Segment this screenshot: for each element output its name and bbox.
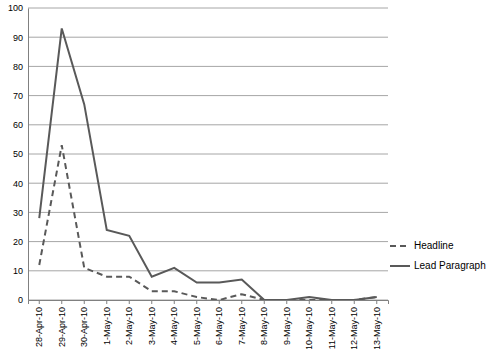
- legend-label: Headline: [414, 240, 454, 251]
- x-tick-mark: [354, 300, 355, 304]
- y-tick-label: 0: [18, 295, 23, 305]
- x-tick-mark: [219, 300, 220, 304]
- grid-line: [28, 124, 388, 125]
- legend-swatch: [390, 245, 410, 247]
- x-axis: 28-Apr-10 29-Apr-10 30-Apr-10 1-May-10 2-May…: [29, 300, 389, 349]
- x-tick-mark: [331, 300, 332, 304]
- x-tick: 4-May-10: [169, 300, 179, 345]
- x-tick: 7-May-10: [237, 300, 247, 345]
- x-tick-label: 5-May-10: [192, 307, 202, 345]
- x-tick-mark: [286, 300, 287, 304]
- x-tick-label: 7-May-10: [237, 307, 247, 345]
- x-tick-label: 1-May-10: [102, 307, 112, 345]
- y-tick-label: 70: [13, 91, 23, 101]
- y-tick: 40: [13, 179, 28, 189]
- x-tick-mark: [151, 300, 152, 304]
- legend: Headline Lead Paragraph: [390, 240, 486, 271]
- x-tick: 5-May-10: [192, 300, 202, 345]
- x-tick-label: 29-Apr-10: [57, 307, 67, 347]
- x-tick: 13-May-10: [372, 300, 382, 349]
- x-tick-mark: [84, 300, 85, 304]
- grid-line: [28, 66, 388, 67]
- x-tick: 30-Apr-10: [79, 300, 89, 347]
- x-tick: 11-May-10: [327, 300, 337, 349]
- x-tick-label: 9-May-10: [282, 307, 292, 345]
- x-tick-label: 6-May-10: [214, 307, 224, 345]
- x-tick-label: 30-Apr-10: [79, 307, 89, 347]
- y-tick-label: 100: [8, 3, 23, 13]
- x-tick: 9-May-10: [282, 300, 292, 345]
- series-line: [39, 145, 377, 300]
- x-tick-mark: [376, 300, 377, 304]
- y-tick: 70: [13, 91, 28, 101]
- x-tick: 3-May-10: [147, 300, 157, 345]
- y-tick: 10: [13, 266, 28, 276]
- x-tick-mark: [174, 300, 175, 304]
- x-tick: 2-May-10: [124, 300, 134, 345]
- x-tick: 28-Apr-10: [34, 300, 44, 347]
- y-tick-label: 10: [13, 266, 23, 276]
- x-tick-label: 12-May-10: [349, 307, 359, 349]
- y-tick-label: 60: [13, 120, 23, 130]
- grid-line: [28, 183, 388, 184]
- y-axis-line: [28, 9, 29, 301]
- x-tick-mark: [106, 300, 107, 304]
- legend-label: Lead Paragraph: [414, 260, 486, 271]
- x-tick: 6-May-10: [214, 300, 224, 345]
- x-tick-label: 3-May-10: [147, 307, 157, 345]
- grid-line: [28, 212, 388, 213]
- grid-line: [28, 270, 388, 271]
- x-tick-mark: [61, 300, 62, 304]
- x-tick-label: 4-May-10: [169, 307, 179, 345]
- x-tick: 8-May-10: [259, 300, 269, 345]
- x-tick-mark: [39, 300, 40, 304]
- y-tick: 30: [13, 208, 28, 218]
- x-tick: 12-May-10: [349, 300, 359, 349]
- x-tick-label: 2-May-10: [124, 307, 134, 345]
- x-tick: 29-Apr-10: [57, 300, 67, 347]
- series-line: [39, 28, 377, 300]
- y-tick: 100: [8, 3, 28, 13]
- legend-swatch: [390, 265, 410, 267]
- y-tick: 60: [13, 120, 28, 130]
- grid-line: [28, 8, 388, 9]
- x-tick-mark: [264, 300, 265, 304]
- y-tick: 50: [13, 149, 28, 159]
- grid-line: [28, 241, 388, 242]
- x-tick-mark: [196, 300, 197, 304]
- grid: [28, 8, 388, 300]
- grid-line: [28, 154, 388, 155]
- y-tick-label: 20: [13, 237, 23, 247]
- y-tick: 20: [13, 237, 28, 247]
- y-tick: 90: [13, 33, 28, 43]
- x-tick: 1-May-10: [102, 300, 112, 345]
- x-tick-mark: [129, 300, 130, 304]
- y-tick: 0: [18, 295, 28, 305]
- x-tick-label: 8-May-10: [259, 307, 269, 345]
- y-tick-label: 40: [13, 179, 23, 189]
- x-tick-label: 11-May-10: [327, 307, 337, 349]
- x-tick-label: 28-Apr-10: [34, 307, 44, 347]
- y-tick-label: 50: [13, 149, 23, 159]
- y-tick: 80: [13, 62, 28, 72]
- chart: 0 10 20 30 40 50 60 70 80 90 100 28-Apr-10 29-Apr-10…: [0, 0, 500, 349]
- lines: [39, 28, 377, 300]
- y-axis: 0 10 20 30 40 50 60 70 80 90 100: [8, 3, 29, 305]
- y-tick-label: 80: [13, 62, 23, 72]
- x-axis-line: [29, 301, 389, 305]
- y-tick-label: 90: [13, 33, 23, 43]
- x-tick-mark: [241, 300, 242, 304]
- x-tick-label: 13-May-10: [372, 307, 382, 349]
- x-tick: 10-May-10: [304, 300, 314, 349]
- y-tick-label: 30: [13, 208, 23, 218]
- x-tick-label: 10-May-10: [304, 307, 314, 349]
- grid-line: [28, 37, 388, 38]
- x-tick-mark: [309, 300, 310, 304]
